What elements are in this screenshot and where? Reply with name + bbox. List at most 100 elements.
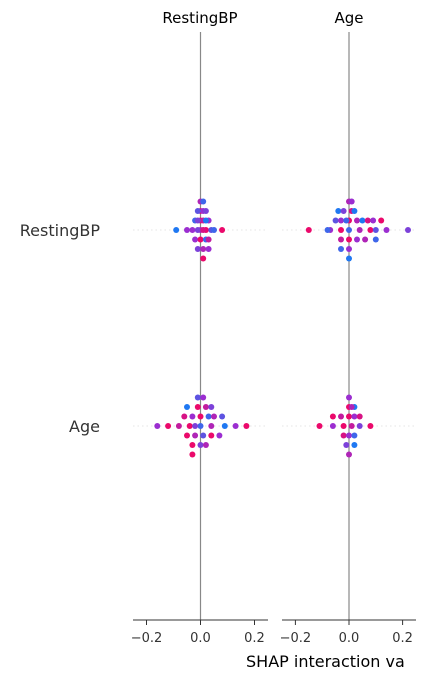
point-RestingBP-Age-26 [346, 236, 352, 243]
x-tick-label-Age-0: −0.2 [280, 631, 312, 646]
point-RestingBP-Age-3 [340, 208, 347, 214]
point-Age-RestingBP-3 [194, 404, 201, 410]
point-Age-Age-0 [346, 394, 352, 401]
point-RestingBP-Age-25 [338, 236, 344, 243]
x-tick-label-Age-1: 0.0 [339, 631, 360, 646]
point-Age-Age-20 [346, 451, 352, 458]
x-axis-label: SHAP interaction va [246, 652, 405, 671]
point-RestingBP-RestingBP-4 [194, 208, 201, 214]
point-Age-RestingBP-17 [208, 423, 215, 429]
point-RestingBP-RestingBP-18 [194, 227, 201, 233]
point-Age-RestingBP-6 [181, 413, 188, 420]
point-Age-RestingBP-11 [219, 413, 226, 420]
point-Age-Age-8 [356, 413, 363, 420]
point-Age-RestingBP-19 [243, 423, 250, 429]
point-Age-RestingBP-23 [192, 432, 199, 439]
point-RestingBP-Age-9 [354, 217, 360, 224]
point-Age-Age-15 [340, 432, 347, 439]
point-RestingBP-Age-30 [338, 246, 344, 252]
point-RestingBP-Age-22 [305, 227, 312, 233]
point-RestingBP-RestingBP-19 [200, 227, 207, 233]
point-Age-Age-11 [340, 423, 347, 429]
point-Age-Age-9 [316, 423, 323, 429]
point-Age-RestingBP-14 [175, 423, 182, 429]
point-Age-RestingBP-25 [208, 432, 215, 439]
point-RestingBP-RestingBP-16 [173, 227, 180, 233]
point-Age-Age-6 [346, 413, 352, 420]
x-tick-label-Age-2: 0.2 [392, 631, 413, 646]
point-RestingBP-Age-23 [324, 227, 331, 233]
point-RestingBP-Age-32 [346, 255, 352, 262]
point-Age-RestingBP-12 [154, 423, 161, 429]
point-RestingBP-RestingBP-23 [197, 236, 204, 243]
point-RestingBP-Age-31 [346, 246, 352, 252]
point-Age-RestingBP-29 [202, 442, 209, 448]
point-Age-RestingBP-26 [216, 432, 223, 439]
point-RestingBP-Age-1 [348, 198, 355, 205]
x-tick-label-RestingBP-1: 0.0 [190, 631, 211, 646]
point-RestingBP-RestingBP-27 [200, 246, 207, 252]
point-RestingBP-RestingBP-17 [184, 227, 190, 233]
point-RestingBP-Age-10 [359, 217, 366, 224]
point-Age-RestingBP-13 [165, 423, 172, 429]
point-RestingBP-Age-12 [370, 217, 377, 224]
point-RestingBP-Age-24 [372, 227, 379, 233]
point-Age-Age-7 [351, 413, 358, 420]
point-Age-RestingBP-21 [192, 423, 199, 429]
point-Age-Age-3 [348, 404, 355, 410]
point-RestingBP-RestingBP-5 [202, 208, 209, 214]
point-Age-RestingBP-24 [200, 432, 207, 439]
row-label-age: Age [69, 417, 100, 436]
point-RestingBP-Age-5 [351, 208, 358, 214]
point-Age-RestingBP-22 [184, 432, 190, 439]
point-Age-RestingBP-15 [186, 423, 193, 429]
point-RestingBP-RestingBP-20 [211, 227, 217, 233]
x-tick-label-RestingBP-2: 0.2 [244, 631, 265, 646]
point-RestingBP-Age-20 [383, 227, 390, 233]
column-title-restingbp: RestingBP [162, 9, 237, 27]
point-RestingBP-RestingBP-28 [205, 246, 212, 252]
point-RestingBP-Age-14 [343, 217, 350, 224]
point-Age-Age-13 [356, 423, 363, 429]
point-RestingBP-Age-19 [367, 227, 374, 233]
column-title-age: Age [334, 9, 363, 27]
point-RestingBP-Age-6 [332, 217, 339, 224]
point-RestingBP-RestingBP-26 [194, 246, 201, 252]
point-Age-Age-5 [338, 413, 344, 420]
point-Age-RestingBP-16 [197, 423, 204, 429]
point-Age-RestingBP-9 [205, 413, 212, 420]
point-Age-Age-16 [346, 432, 352, 439]
point-RestingBP-Age-29 [372, 236, 379, 243]
point-RestingBP-RestingBP-22 [192, 236, 199, 243]
point-Age-RestingBP-27 [189, 442, 196, 448]
point-Age-RestingBP-28 [197, 442, 204, 448]
point-Age-RestingBP-10 [211, 413, 217, 420]
point-RestingBP-RestingBP-21 [219, 227, 226, 233]
point-Age-Age-12 [348, 423, 355, 429]
point-RestingBP-Age-17 [346, 227, 352, 233]
row-label-restingbp: RestingBP [20, 221, 101, 240]
point-RestingBP-Age-13 [378, 217, 385, 224]
point-Age-RestingBP-20 [232, 423, 239, 429]
point-Age-RestingBP-5 [208, 404, 215, 410]
point-Age-Age-4 [329, 413, 336, 420]
point-Age-Age-17 [351, 432, 358, 439]
point-Age-RestingBP-30 [189, 451, 196, 458]
point-RestingBP-Age-18 [356, 227, 363, 233]
point-Age-RestingBP-4 [202, 404, 209, 410]
point-RestingBP-Age-16 [338, 227, 344, 233]
point-RestingBP-RestingBP-29 [200, 255, 207, 262]
point-Age-RestingBP-18 [221, 423, 228, 429]
point-RestingBP-Age-27 [354, 236, 360, 243]
point-Age-Age-14 [367, 423, 374, 429]
point-Age-RestingBP-1 [200, 394, 207, 401]
point-Age-Age-10 [329, 423, 336, 429]
point-Age-Age-18 [343, 442, 350, 448]
point-RestingBP-RestingBP-12 [189, 227, 196, 233]
point-Age-RestingBP-0 [194, 394, 201, 401]
point-Age-RestingBP-2 [184, 404, 190, 410]
point-RestingBP-RestingBP-11 [202, 217, 209, 224]
point-Age-RestingBP-7 [189, 413, 196, 420]
point-RestingBP-RestingBP-1 [200, 198, 207, 205]
